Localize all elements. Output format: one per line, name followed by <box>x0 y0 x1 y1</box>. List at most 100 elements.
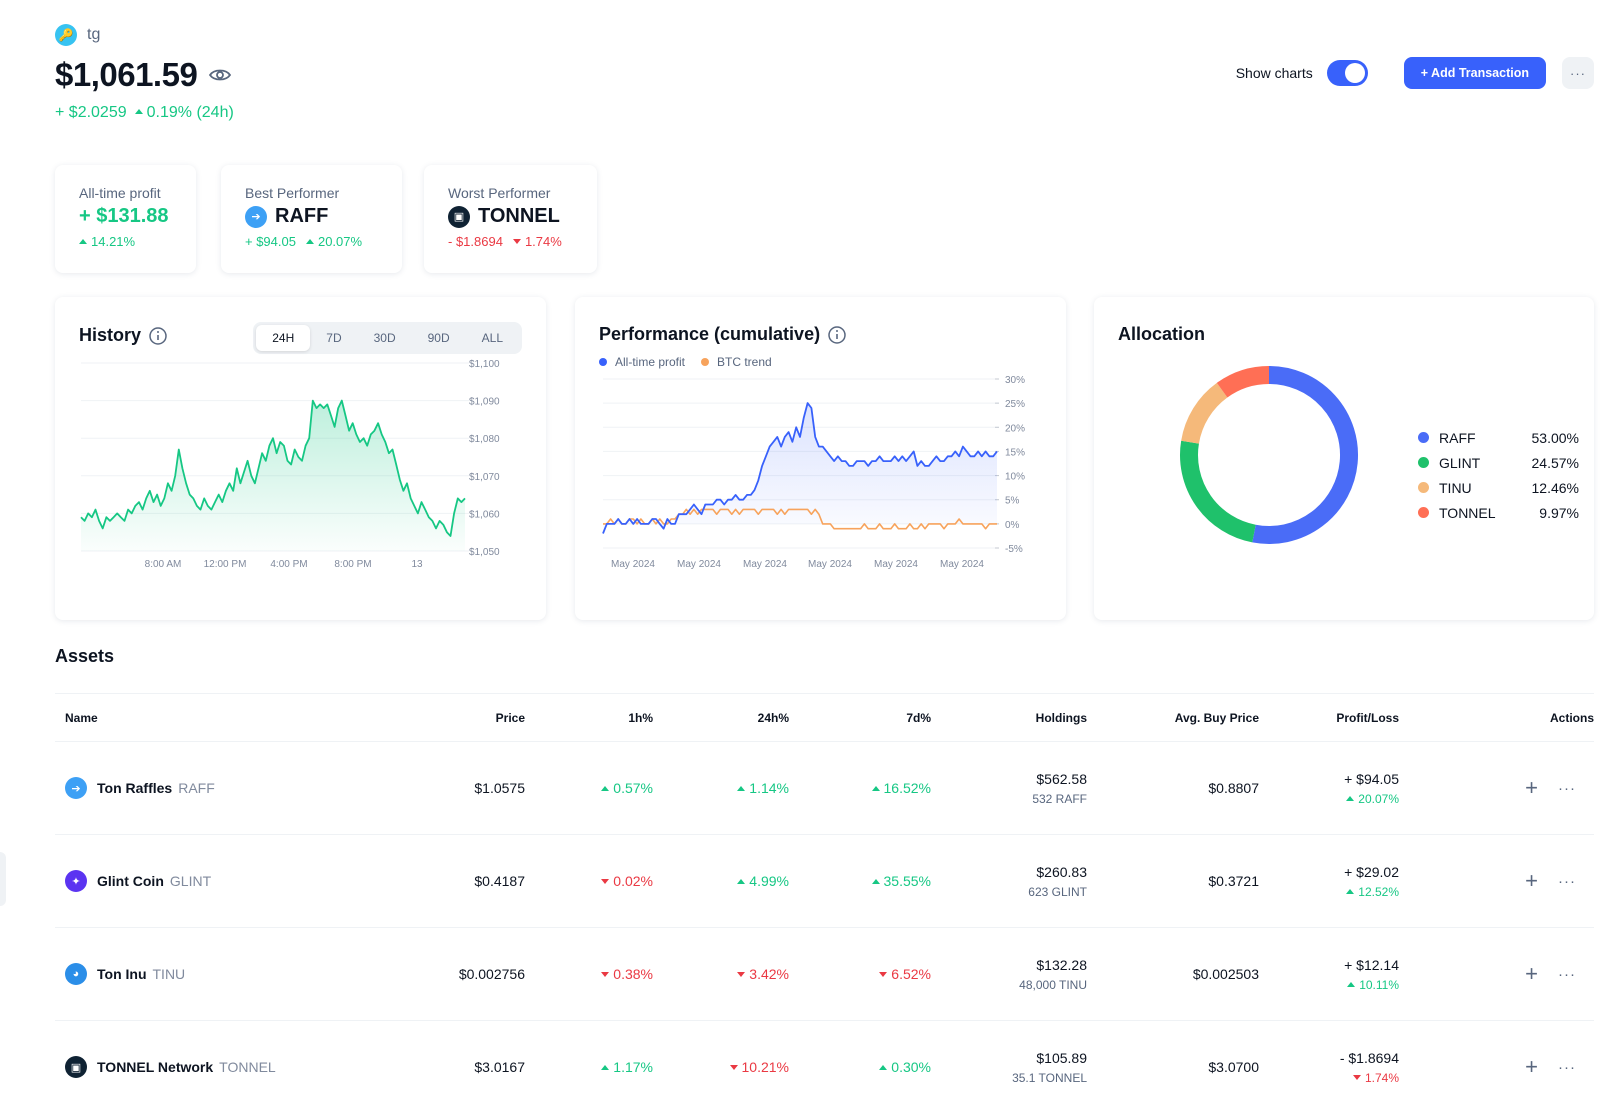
allocation-legend-item-glint[interactable]: GLINT 24.57% <box>1418 450 1579 475</box>
asset-24h-change: 4.99% <box>653 834 789 928</box>
asset-actions: + ··· <box>1399 927 1594 1021</box>
asset-7d-change: 6.52% <box>789 927 931 1021</box>
allocation-legend-item-tonnel[interactable]: TONNEL 9.97% <box>1418 500 1579 525</box>
best-performer-pct: 20.07% <box>317 234 363 249</box>
portfolio-selector[interactable]: 🔑 tg <box>55 24 100 46</box>
tab-30d[interactable]: 30D <box>373 331 396 345</box>
y-tick-label: 20% <box>1005 423 1025 434</box>
col-header-24h[interactable]: 24h% <box>653 693 789 742</box>
legend-item-btc-trend[interactable]: BTC trend <box>701 355 772 369</box>
asset-name[interactable]: Ton Raffles <box>97 780 173 796</box>
col-header-1h[interactable]: 1h% <box>525 693 653 742</box>
asset-7d-change: 0.30% <box>789 1020 931 1113</box>
holdings-value: $105.89 <box>1036 1049 1087 1066</box>
x-tick-label: 4:00 PM <box>270 559 307 570</box>
allocation-legend-item-tinu[interactable]: TINU 12.46% <box>1418 475 1579 500</box>
tab-7d[interactable]: 7D <box>326 331 342 345</box>
more-options-icon[interactable]: ··· <box>1558 1058 1576 1076</box>
col-header-actions: Actions <box>1399 693 1594 742</box>
profit-loss-pct: 20.07% <box>1259 792 1399 806</box>
asset-avg-buy-price: $0.3721 <box>1087 834 1259 928</box>
history-title-text: History <box>79 325 142 345</box>
holdings-value: $562.58 <box>1036 770 1087 787</box>
all-time-profit-pct: 14.21% <box>91 234 136 249</box>
table-row[interactable]: ▣ TONNEL Network TONNEL $3.0167 1.17% 10.21% 0… <box>55 1020 1594 1113</box>
best-performer-abs: + $94.05 <box>245 234 296 249</box>
col-header-avg-buy[interactable]: Avg. Buy Price <box>1087 693 1259 742</box>
allocation-donut-chart[interactable] <box>1094 297 1394 620</box>
asset-symbol: TINU <box>152 966 186 982</box>
col-header-7d[interactable]: 7d% <box>789 693 931 742</box>
up-triangle-icon <box>737 785 746 791</box>
legend-dot <box>599 358 607 366</box>
add-transaction-button[interactable]: + Add Transaction <box>1403 57 1546 89</box>
asset-profit-loss: + $94.05 20.07% <box>1259 741 1399 835</box>
legend-dot <box>701 358 710 366</box>
glint-icon: ✦ <box>65 870 87 892</box>
y-tick-label: $1,080 <box>469 434 500 445</box>
all-time-profit-value: + $131.88 <box>79 205 169 227</box>
holdings-value: $132.28 <box>1036 956 1087 973</box>
more-options-icon[interactable]: ··· <box>1558 965 1576 983</box>
donut-slice-tinu[interactable] <box>1181 382 1228 444</box>
down-triangle-icon <box>512 239 521 245</box>
profit-loss-value: - $1.8694 <box>1339 1049 1399 1066</box>
add-transaction-plus-icon[interactable]: + <box>1525 775 1538 800</box>
table-row[interactable]: ➔ Ton Raffles RAFF $1.0575 0.57% 1.14% 16.52% $… <box>55 741 1594 835</box>
add-transaction-plus-icon[interactable]: + <box>1525 961 1538 986</box>
down-triangle-icon <box>737 971 746 977</box>
legend-item-all-time-profit[interactable]: All-time profit <box>599 355 685 369</box>
more-options-icon[interactable]: ··· <box>1558 779 1576 797</box>
up-triangle-icon <box>871 785 880 791</box>
y-tick-label: $1,100 <box>469 359 500 370</box>
add-transaction-plus-icon[interactable]: + <box>1525 868 1538 893</box>
x-tick-label: 12:00 PM <box>204 559 247 570</box>
info-icon[interactable] <box>828 325 846 344</box>
asset-name[interactable]: Ton Inu <box>97 966 147 982</box>
all-time-profit-label: All-time profit <box>79 185 161 201</box>
performance-card: Performance (cumulative) All-time profit… <box>575 297 1066 620</box>
col-header-profit-loss[interactable]: Profit/Loss <box>1259 693 1399 742</box>
header-actions: Show charts + Add Transaction ··· <box>1236 57 1594 89</box>
add-transaction-plus-icon[interactable]: + <box>1525 1054 1538 1079</box>
show-charts-toggle[interactable] <box>1326 60 1368 86</box>
asset-24h-change: 10.21% <box>653 1020 789 1113</box>
more-options-icon[interactable]: ··· <box>1558 872 1576 890</box>
donut-slice-glint[interactable] <box>1180 440 1256 543</box>
asset-profit-loss: - $1.8694 1.74% <box>1259 1020 1399 1113</box>
tab-all[interactable]: ALL <box>481 331 503 345</box>
performance-chart[interactable]: 30% 25% 20% 15% 10% 5% 0% -5% May 2024 May 2024 M… <box>575 297 1066 620</box>
table-header-row: Name Price 1h% 24h% 7d% Holdings Avg. Bu… <box>55 693 1594 742</box>
performance-title-text: Performance (cumulative) <box>599 324 821 344</box>
tab-90d[interactable]: 90D <box>427 331 450 345</box>
more-options-button[interactable]: ··· <box>1562 57 1594 89</box>
asset-1h-change: 0.57% <box>525 741 653 835</box>
worst-performer-change: - $1.8694 1.74% <box>448 234 573 249</box>
alloc-pct: 53.00% <box>1531 429 1579 446</box>
history-chart[interactable]: $1,100 $1,090 $1,080 $1,070 $1,060 $1,050 8:0… <box>55 297 546 620</box>
side-panel-handle[interactable] <box>0 852 6 906</box>
donut-slice-raff[interactable] <box>1252 366 1359 544</box>
table-row[interactable]: ◕ Ton Inu TINU $0.002756 0.38% 3.42% 6.52% $132… <box>55 927 1594 1021</box>
holdings-quantity: 48,000 TINU <box>1019 977 1087 992</box>
profit-loss-pct: 12.52% <box>1259 885 1399 899</box>
asset-name[interactable]: TONNEL Network <box>97 1059 214 1075</box>
asset-name-cell: ▣ TONNEL Network TONNEL <box>55 1020 345 1113</box>
asset-symbol: GLINT <box>169 873 212 889</box>
col-header-name[interactable]: Name <box>55 693 345 742</box>
up-triangle-icon <box>1346 888 1355 894</box>
col-header-holdings[interactable]: Holdings <box>931 693 1087 742</box>
y-tick-label: 15% <box>1005 447 1025 458</box>
allocation-legend-item-raff[interactable]: RAFF 53.00% <box>1418 425 1579 450</box>
table-row[interactable]: ✦ Glint Coin GLINT $0.4187 0.02% 4.99% 35.55% $… <box>55 834 1594 928</box>
y-tick-label: 0% <box>1005 520 1020 531</box>
eye-icon[interactable] <box>209 68 232 82</box>
col-header-price[interactable]: Price <box>345 693 525 742</box>
tab-24h[interactable]: 24H <box>256 325 311 351</box>
info-icon[interactable] <box>149 326 167 345</box>
best-performer-label: Best Performer <box>245 185 340 201</box>
holdings-quantity: 35.1 TONNEL <box>1012 1070 1087 1085</box>
donut-slice-tonnel[interactable] <box>1216 366 1270 398</box>
down-triangle-icon <box>1352 1074 1361 1080</box>
asset-name[interactable]: Glint Coin <box>97 873 164 889</box>
